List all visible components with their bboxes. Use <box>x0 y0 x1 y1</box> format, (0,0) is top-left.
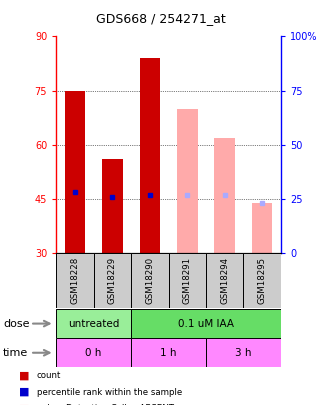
Bar <box>102 159 123 253</box>
Text: GSM18295: GSM18295 <box>258 257 267 304</box>
Text: GSM18294: GSM18294 <box>220 257 229 304</box>
Bar <box>214 138 235 253</box>
Text: percentile rank within the sample: percentile rank within the sample <box>37 388 182 396</box>
Bar <box>169 253 206 308</box>
Bar <box>206 338 281 367</box>
Text: time: time <box>3 348 29 358</box>
Bar <box>243 253 281 308</box>
Text: GDS668 / 254271_at: GDS668 / 254271_at <box>96 12 225 25</box>
Text: untreated: untreated <box>68 319 119 328</box>
Bar <box>252 202 273 253</box>
Bar <box>206 253 243 308</box>
Text: 3 h: 3 h <box>235 348 252 358</box>
Text: count: count <box>37 371 61 380</box>
Text: GSM18290: GSM18290 <box>145 257 154 304</box>
Text: GSM18228: GSM18228 <box>70 257 79 304</box>
Bar <box>131 338 206 367</box>
Text: 1 h: 1 h <box>160 348 177 358</box>
Bar <box>177 109 197 253</box>
Bar <box>56 338 131 367</box>
Bar <box>131 309 281 338</box>
Text: ■: ■ <box>19 387 30 397</box>
Text: 0 h: 0 h <box>85 348 102 358</box>
Text: ■: ■ <box>19 403 30 405</box>
Text: ■: ■ <box>19 371 30 381</box>
Text: GSM18229: GSM18229 <box>108 257 117 304</box>
Bar <box>65 91 85 253</box>
Text: 0.1 uM IAA: 0.1 uM IAA <box>178 319 234 328</box>
Bar <box>56 253 94 308</box>
Text: dose: dose <box>3 319 30 328</box>
Bar <box>56 309 131 338</box>
Bar <box>94 253 131 308</box>
Bar <box>131 253 169 308</box>
Text: value, Detection Call = ABSENT: value, Detection Call = ABSENT <box>37 404 174 405</box>
Text: GSM18291: GSM18291 <box>183 257 192 304</box>
Bar <box>140 58 160 253</box>
